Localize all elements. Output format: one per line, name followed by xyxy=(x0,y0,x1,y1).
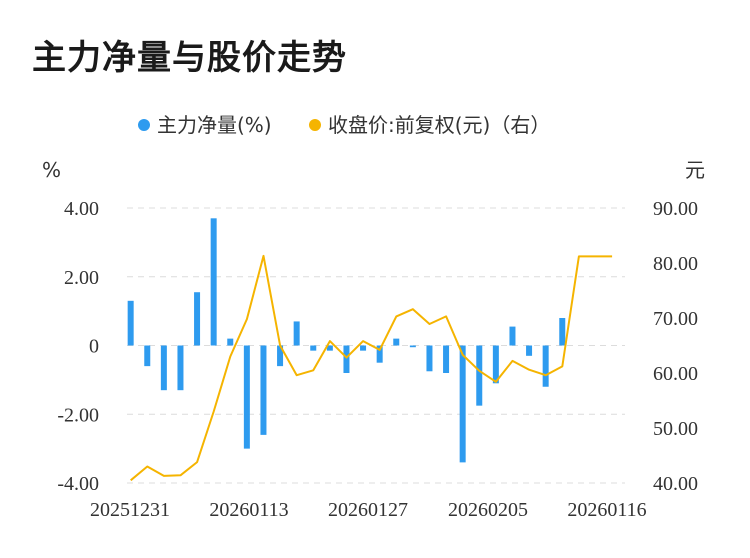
bar xyxy=(542,345,549,387)
bar xyxy=(227,338,234,346)
left-axis-tick-label: -2.00 xyxy=(57,404,99,426)
bar xyxy=(277,345,284,367)
bar xyxy=(492,345,499,384)
bar xyxy=(526,345,533,356)
bar xyxy=(476,345,483,406)
bar xyxy=(443,345,450,373)
bar xyxy=(127,300,134,346)
bar xyxy=(177,345,184,391)
right-axis-tick-label: 70.00 xyxy=(653,308,698,330)
legend-marker-close-price xyxy=(309,119,321,131)
bar xyxy=(144,345,151,367)
bar xyxy=(509,326,516,346)
legend-label-close-price: 收盘价:前复权(元)（右） xyxy=(328,113,550,137)
bar xyxy=(360,345,367,351)
price-line xyxy=(130,254,613,482)
x-axis-tick-label: 20260113 xyxy=(209,499,288,521)
left-axis-tick-label: 4.00 xyxy=(64,198,99,220)
bar xyxy=(260,345,267,435)
x-axis-tick-label: 20260116 xyxy=(567,499,646,521)
bar xyxy=(426,345,433,372)
bar xyxy=(243,345,250,449)
bar xyxy=(343,345,350,373)
left-axis-tick-label: 2.00 xyxy=(64,267,99,289)
left-axis-tick-label: 0 xyxy=(89,336,99,358)
right-axis-tick-label: 50.00 xyxy=(653,418,698,440)
legend-marker-net-volume xyxy=(138,119,150,131)
bar xyxy=(393,338,400,346)
x-axis-tick-label: 20251231 xyxy=(90,499,170,521)
bar xyxy=(310,345,317,351)
right-axis-tick-label: 40.00 xyxy=(653,473,698,495)
bar xyxy=(210,218,217,346)
bar xyxy=(459,345,466,463)
left-axis-unit: % xyxy=(42,158,61,182)
bar xyxy=(326,345,333,351)
page-title: 主力净量与股价走势 xyxy=(32,38,347,78)
right-axis-unit: 元 xyxy=(685,158,705,182)
bar xyxy=(160,345,167,391)
right-axis-tick-label: 80.00 xyxy=(653,253,698,275)
bar xyxy=(559,318,566,346)
bar xyxy=(376,345,383,363)
bar xyxy=(409,345,416,348)
legend-label-net-volume: 主力净量(%) xyxy=(157,113,272,137)
right-axis-tick-label: 90.00 xyxy=(653,198,698,220)
x-axis-tick-label: 20260205 xyxy=(448,499,528,521)
bar xyxy=(194,292,201,346)
bar xyxy=(293,321,300,346)
left-axis-tick-label: -4.00 xyxy=(57,473,99,495)
legend: 主力净量(%) 收盘价:前复权(元)（右） xyxy=(138,113,550,137)
x-axis-tick-label: 20260127 xyxy=(328,499,408,521)
right-axis-tick-label: 60.00 xyxy=(653,363,698,385)
